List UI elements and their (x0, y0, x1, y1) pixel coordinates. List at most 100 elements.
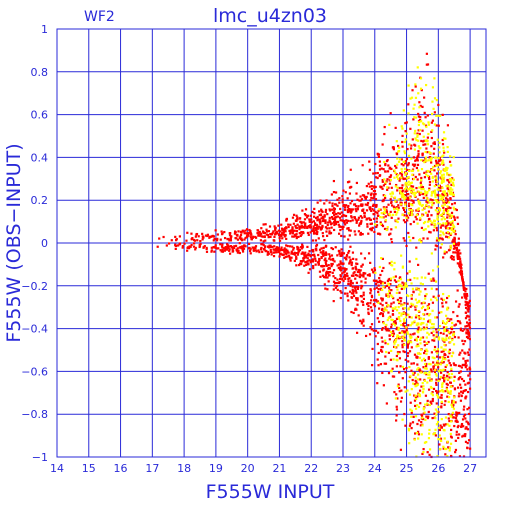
scatter-point (344, 277, 347, 280)
scatter-point (321, 274, 325, 277)
scatter-point (389, 330, 393, 334)
scatter-point (381, 281, 384, 284)
scatter-point (455, 419, 458, 422)
scatter-point (348, 250, 351, 253)
scatter-point (344, 191, 347, 194)
scatter-point (352, 311, 355, 315)
scatter-point (446, 296, 449, 300)
scatter-point (320, 255, 323, 259)
scatter-point (416, 277, 419, 280)
scatter-point (393, 196, 397, 199)
scatter-point (437, 156, 440, 160)
scatter-point (399, 365, 402, 368)
scatter-point (382, 285, 385, 288)
scatter-point (463, 363, 466, 366)
scatter-point (444, 377, 447, 380)
scatter-point (384, 162, 387, 166)
scatter-point (417, 366, 420, 370)
scatter-point (395, 152, 398, 155)
scatter-point (381, 178, 384, 182)
scatter-point (396, 298, 399, 302)
scatter-point (382, 212, 385, 215)
scatter-point (392, 276, 395, 279)
scatter-point (423, 96, 426, 99)
scatter-point (407, 427, 410, 430)
scatter-point (362, 291, 365, 294)
scatter-point (378, 164, 382, 167)
scatter-point (430, 331, 433, 335)
scatter-point (445, 301, 448, 304)
y-tick-label: −0.6 (21, 365, 48, 378)
scatter-point (422, 305, 425, 308)
scatter-point (213, 250, 216, 253)
scatter-point (324, 226, 328, 229)
scatter-point (461, 377, 464, 381)
scatter-point (332, 190, 336, 194)
scatter-point (391, 318, 394, 322)
scatter-point (453, 424, 456, 428)
scatter-point (437, 338, 441, 341)
scatter-point (243, 232, 246, 235)
scatter-point (387, 278, 390, 281)
scatter-point (427, 340, 430, 344)
scatter-point (341, 272, 344, 275)
scatter-point (442, 211, 445, 214)
scatter-point (418, 120, 421, 124)
scatter-point (442, 224, 445, 227)
scatter-point (313, 255, 316, 258)
scatter-point (395, 291, 398, 295)
scatter-point (458, 353, 461, 356)
scatter-point (432, 142, 435, 145)
scatter-point (206, 234, 209, 238)
scatter-point (341, 195, 344, 198)
scatter-point (165, 244, 168, 247)
scatter-point (394, 171, 397, 175)
scatter-point (245, 235, 248, 239)
scatter-point (378, 265, 381, 269)
scatter-point (443, 369, 447, 372)
scatter-point (299, 217, 302, 220)
scatter-point (355, 308, 358, 311)
scatter-point (377, 307, 381, 310)
scatter-point (395, 405, 398, 408)
scatter-point (247, 242, 251, 246)
scatter-point (452, 331, 456, 334)
scatter-point (440, 181, 443, 185)
scatter-point (412, 415, 415, 418)
scatter-point (343, 221, 346, 224)
scatter-point (426, 220, 430, 223)
scatter-point (401, 265, 405, 268)
scatter-point (466, 428, 470, 431)
scatter-point (393, 342, 396, 345)
scatter-point (278, 249, 281, 252)
scatter-point (344, 268, 347, 272)
scatter-point (362, 297, 366, 301)
scatter-point (419, 323, 423, 326)
scatter-point (451, 193, 454, 196)
scatter-point (341, 278, 344, 281)
scatter-point (353, 203, 356, 206)
scatter-point (402, 109, 405, 112)
scatter-point (367, 182, 370, 185)
scatter-point (434, 373, 437, 376)
scatter-point (369, 193, 373, 196)
scatter-point (308, 250, 311, 253)
scatter-point (452, 407, 456, 410)
scatter-point (397, 160, 401, 163)
scatter-point (430, 168, 433, 171)
scatter-point (403, 152, 407, 155)
scatter-point (425, 194, 428, 197)
scatter-point (329, 258, 332, 261)
scatter-point (417, 152, 420, 155)
scatter-point (412, 291, 415, 294)
scatter-point (390, 204, 394, 207)
scatter-point (446, 167, 449, 170)
scatter-point (411, 168, 415, 171)
scatter-point (362, 271, 365, 275)
scatter-point (458, 257, 462, 260)
scatter-point (436, 180, 439, 183)
scatter-point (377, 293, 381, 296)
scatter-point (435, 99, 438, 102)
scatter-point (244, 229, 247, 232)
scatter-point (390, 294, 393, 297)
